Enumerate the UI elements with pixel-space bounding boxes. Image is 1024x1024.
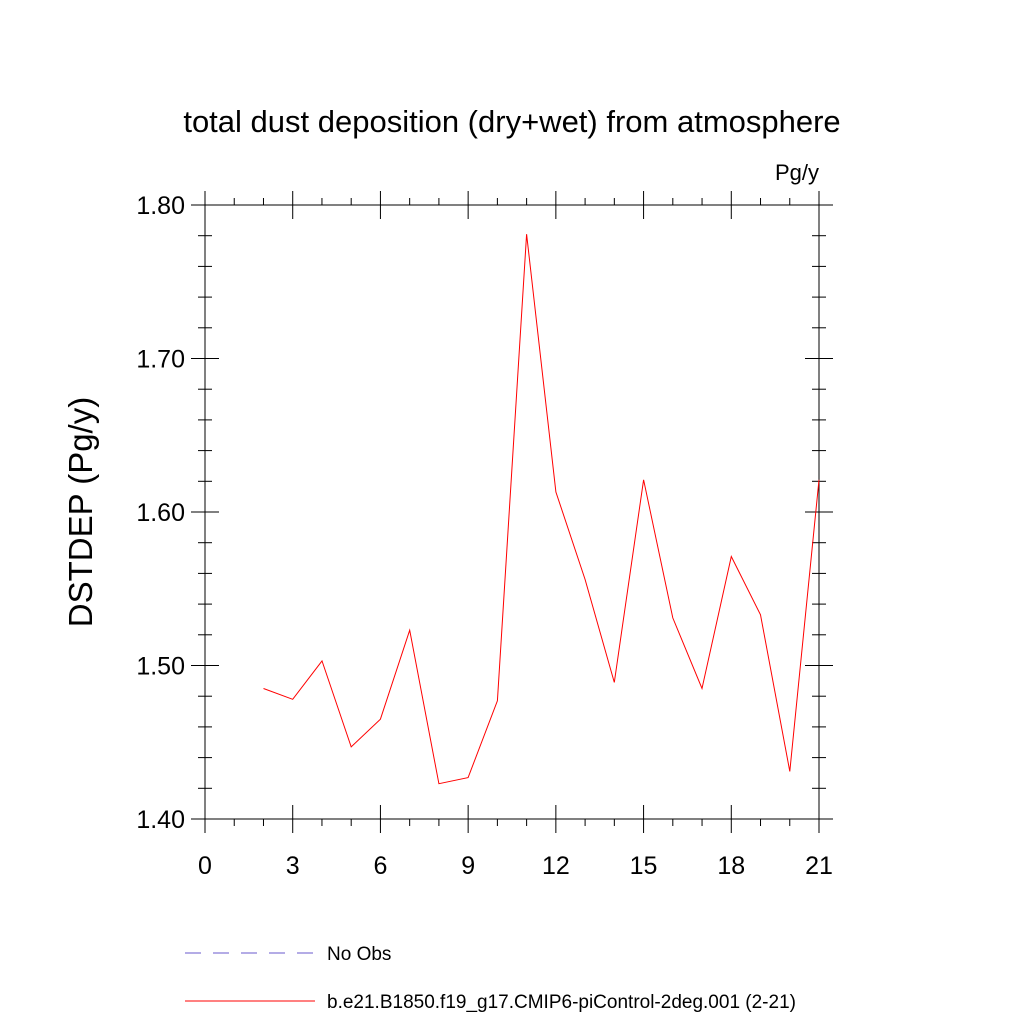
x-tick-label: 21 bbox=[805, 852, 833, 880]
legend-label: No Obs bbox=[327, 944, 391, 965]
series-line-0 bbox=[263, 234, 820, 785]
y-tick-label: 1.60 bbox=[136, 499, 185, 527]
x-tick-label: 3 bbox=[286, 852, 300, 880]
x-tick-label: 0 bbox=[198, 852, 212, 880]
x-tick-label: 6 bbox=[373, 852, 387, 880]
legend-label: b.e21.B1850.f19_g17.CMIP6-piControl-2deg… bbox=[327, 992, 796, 1013]
x-tick-label: 15 bbox=[630, 852, 658, 880]
data-layer bbox=[263, 234, 820, 785]
y-tick-label: 1.80 bbox=[136, 192, 185, 220]
y-tick-label: 1.50 bbox=[136, 653, 185, 681]
x-tick-label: 18 bbox=[717, 852, 745, 880]
x-tick-label: 12 bbox=[542, 852, 570, 880]
chart-title: total dust deposition (dry+wet) from atm… bbox=[183, 104, 840, 139]
y-axis-label: DSTDEP (Pg/y) bbox=[62, 397, 99, 627]
units-label: Pg/y bbox=[775, 160, 819, 185]
legend: No Obs b.e21.B1850.f19_g17.CMIP6-piContro… bbox=[185, 944, 796, 1013]
y-tick-label: 1.70 bbox=[136, 346, 185, 374]
axis-ticks: 0 3 6 9 12 15 18 21 1.40 1.50 1.60 1.70 1.80 bbox=[136, 191, 833, 880]
x-tick-label: 9 bbox=[461, 852, 475, 880]
y-tick-label: 1.40 bbox=[136, 806, 185, 834]
plot-frame bbox=[204, 204, 820, 820]
